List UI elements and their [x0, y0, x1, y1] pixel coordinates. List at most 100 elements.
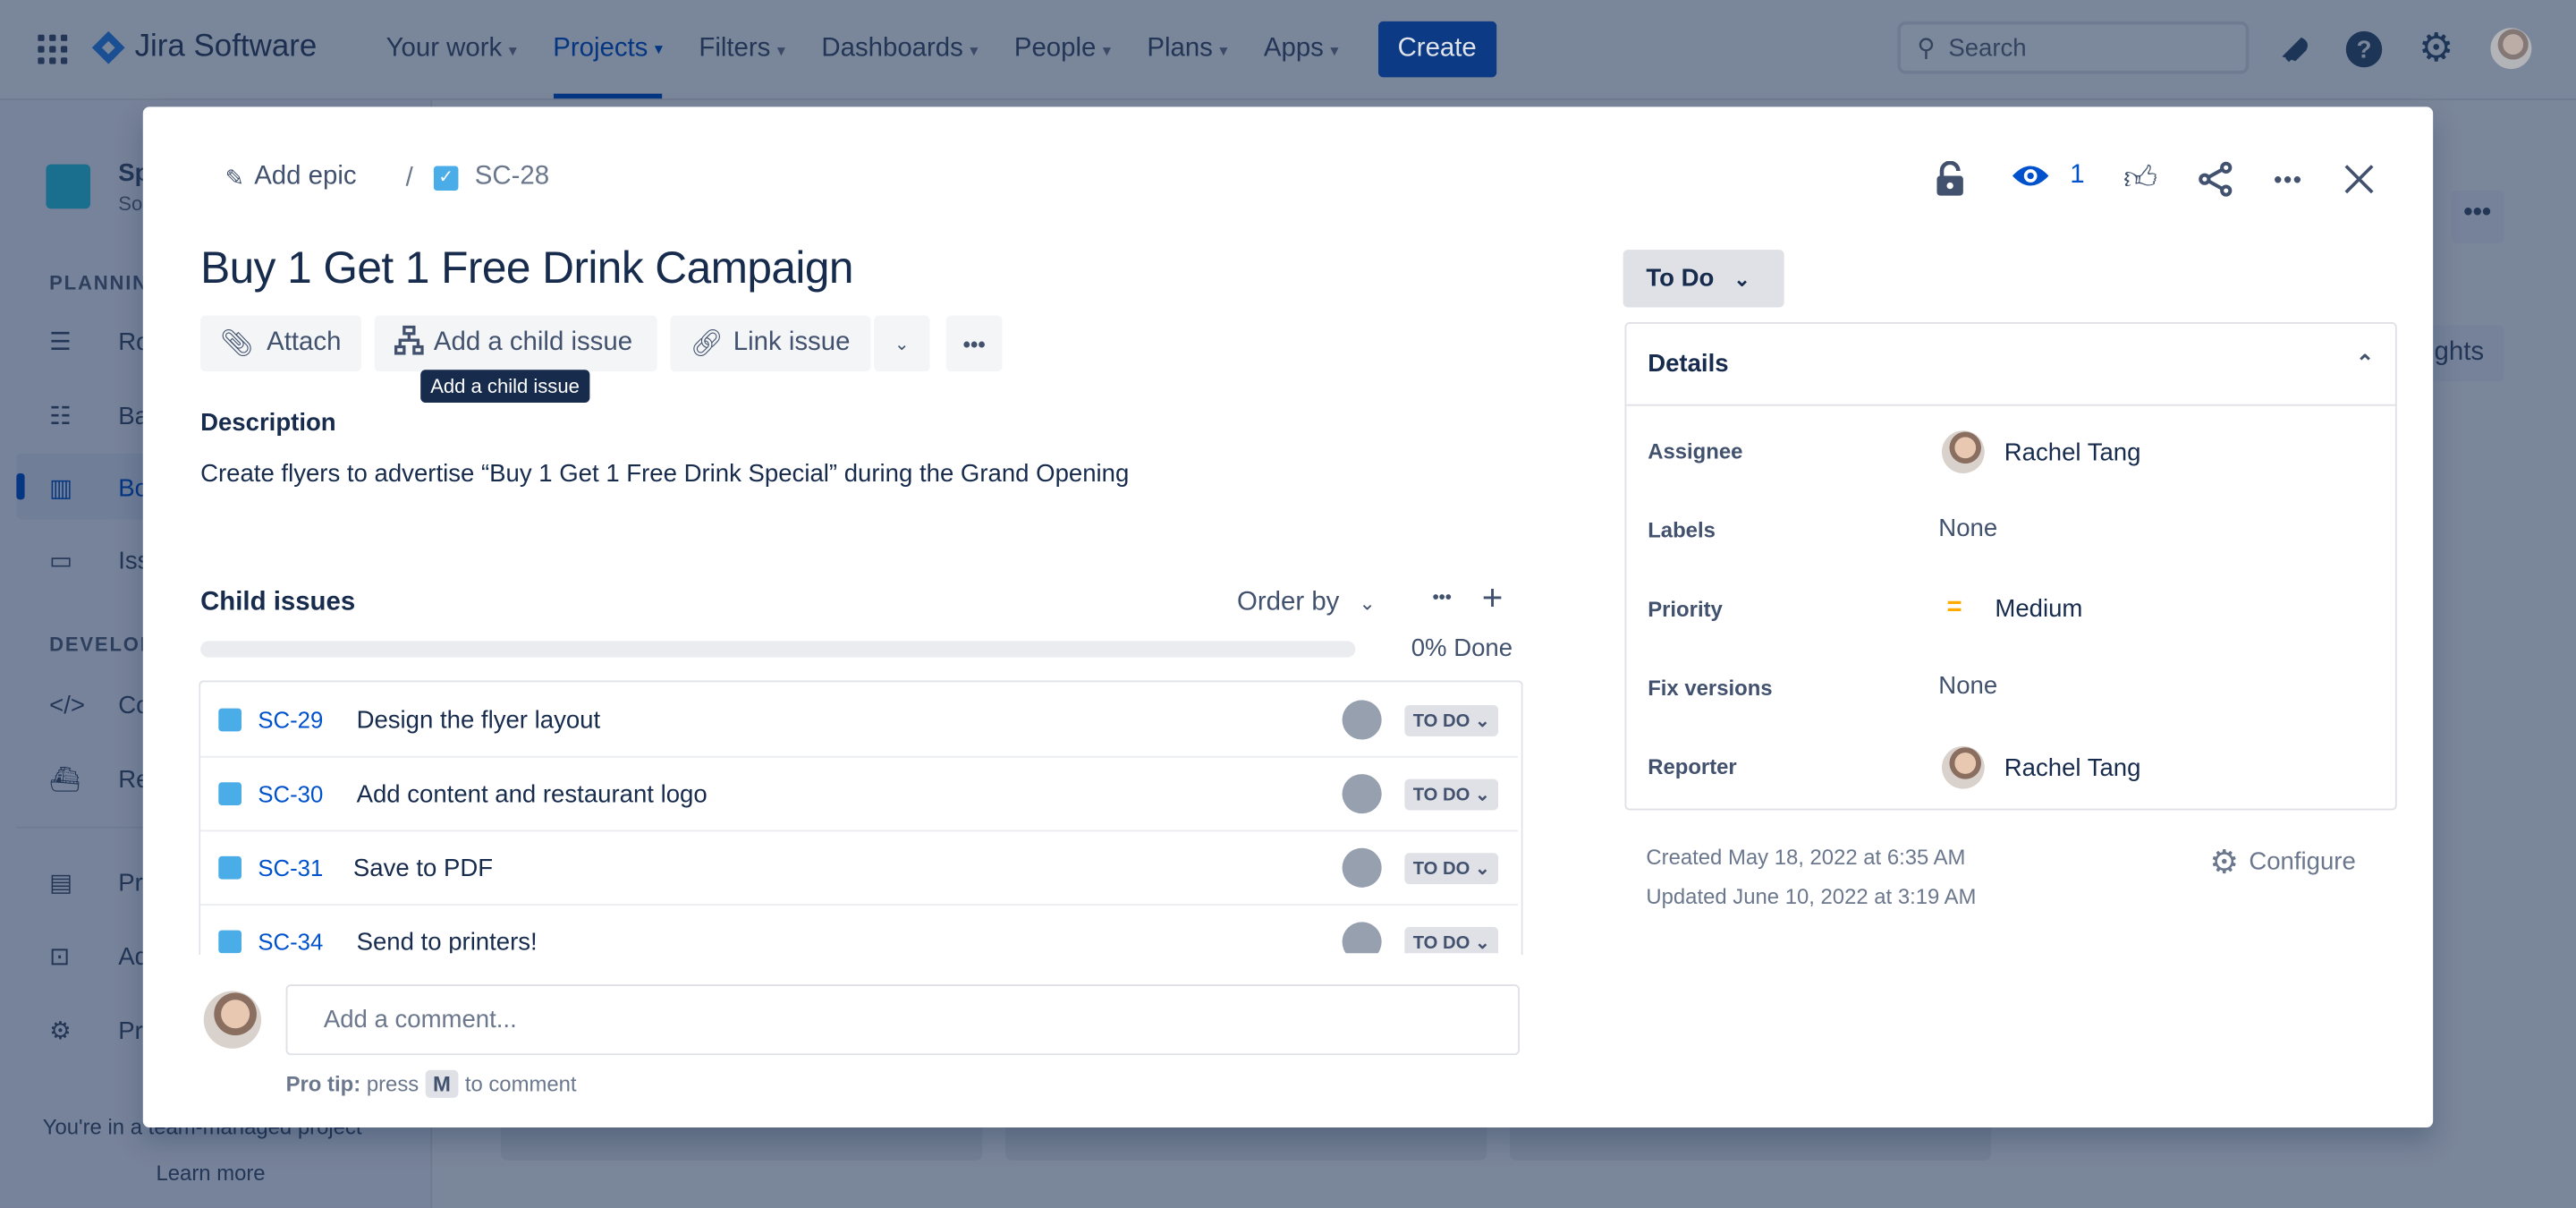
child-issue-key[interactable]: SC-29 [258, 706, 324, 734]
configure-button[interactable]: ⚙ Configure [2209, 841, 2355, 882]
settings-gear-icon[interactable]: ⚙ [2419, 25, 2454, 71]
reporter-field[interactable]: Rachel Tang [1941, 745, 2140, 789]
thumbs-up-icon[interactable]: 👍︎ [2123, 160, 2158, 198]
fix-versions-field[interactable]: None [1938, 672, 1998, 701]
user-avatar[interactable] [2490, 28, 2532, 70]
child-issue-row[interactable]: SC-34 Send to printers! TO DO ⌄ [200, 906, 1518, 954]
unassigned-avatar-icon[interactable] [1342, 774, 1382, 814]
created-date: Created May 18, 2022 at 6:35 AM [1646, 845, 1966, 870]
pro-tip: Pro tip: press M to comment [285, 1069, 577, 1098]
nav-filters[interactable]: Filters ▾ [699, 35, 785, 64]
status-dropdown[interactable]: TO DO ⌄ [1404, 778, 1499, 810]
subtask-icon [218, 782, 242, 805]
sidebar-item-board[interactable]: ▥ Bo [49, 473, 148, 503]
add-child-plus-icon[interactable]: + [1481, 576, 1504, 618]
sidebar-item-roadmap[interactable]: ☰ Ro [49, 328, 149, 357]
progress-text: 0% Done [1411, 634, 1513, 663]
child-issue-row[interactable]: SC-31 Save to PDF TO DO ⌄ [200, 831, 1519, 906]
sidebar-item-backlog[interactable]: ☷ Ba [49, 401, 148, 430]
description-text[interactable]: Create flyers to advertise “Buy 1 Get 1 … [200, 460, 1130, 489]
issue-title[interactable]: Buy 1 Get 1 Free Drink Campaign [200, 242, 853, 293]
pro-tip-press: press [366, 1071, 419, 1097]
nav-dashboards[interactable]: Dashboards ▾ [821, 35, 978, 64]
unassigned-avatar-icon[interactable] [1342, 700, 1382, 740]
board-more-button[interactable]: ••• [2451, 191, 2504, 243]
add-epic-label: Add epic [254, 162, 357, 191]
child-issue-key[interactable]: SC-34 [258, 928, 324, 954]
link-issue-dropdown[interactable]: ⌄ [874, 315, 930, 372]
more-actions-button[interactable]: ••• [945, 315, 1003, 372]
status-dropdown[interactable]: TO DO ⌄ [1404, 852, 1499, 884]
child-issue-row[interactable]: SC-30 Add content and restaurant logo TO… [200, 758, 1519, 832]
reporter-avatar [1941, 745, 1985, 789]
assignee-field[interactable]: Rachel Tang [1941, 430, 2140, 473]
nav-apps[interactable]: Apps ▾ [1264, 35, 1339, 64]
breadcrumb-issue[interactable]: ✓ SC-28 [433, 163, 549, 192]
chevron-down-icon: ⌄ [894, 334, 910, 354]
field-label: Assignee [1648, 438, 1743, 464]
attach-button[interactable]: 📎︎ Attach [200, 315, 362, 372]
more-actions-icon[interactable]: ••• [2274, 166, 2303, 192]
comment-placeholder: Add a comment... [323, 1006, 517, 1034]
nav-people[interactable]: People ▾ [1014, 35, 1111, 64]
status-button[interactable]: To Do ⌄ [1623, 250, 1784, 308]
nav-projects[interactable]: Projects ▾ [553, 0, 663, 99]
field-label: Reporter [1648, 754, 1737, 779]
search-input[interactable]: ⚲ Search [1897, 21, 2250, 74]
add-epic-button[interactable]: ✎ Add epic [225, 163, 357, 192]
attach-label: Attach [267, 328, 342, 357]
child-issues-list [199, 680, 1523, 956]
unassigned-avatar-icon[interactable] [1342, 922, 1382, 954]
share-icon[interactable] [2197, 159, 2236, 199]
comment-input[interactable]: Add a comment... [285, 984, 1520, 1056]
sidebar-item-project-settings[interactable]: ⚙ Pr [49, 1016, 143, 1045]
priority-field[interactable]: = Medium [1946, 593, 2082, 623]
field-value: Medium [1995, 593, 2083, 623]
backlog-icon: ☷ [49, 402, 72, 431]
sidebar-item-add-shortcut[interactable]: ⊡ Ad [49, 941, 148, 971]
status-label: To Do [1646, 264, 1715, 293]
order-by-dropdown[interactable]: Order by ⌄ [1237, 589, 1376, 618]
pro-tip-prefix: Pro tip: [285, 1071, 361, 1097]
child-issue-summary: Send to printers! [356, 927, 538, 954]
code-icon: </> [49, 692, 85, 720]
notifications-bell-icon[interactable] [2275, 30, 2315, 69]
primary-nav: Your work ▾ Projects ▾ Filters ▾ Dashboards… [386, 0, 1496, 99]
details-title: Details [1648, 349, 1729, 378]
add-child-issue-button[interactable]: Add a child issue [374, 315, 657, 372]
gear-icon: ⚙ [2209, 845, 2240, 881]
child-issue-key[interactable]: SC-30 [258, 780, 324, 807]
learn-more-link[interactable]: Learn more [156, 1160, 266, 1186]
help-icon[interactable]: ? [2345, 30, 2383, 68]
details-header[interactable]: Details ⌃ [1624, 322, 2397, 406]
lock-icon[interactable] [1930, 159, 1970, 199]
child-issue-row[interactable]: SC-29 Design the flyer layout TO DO ⌄ [200, 684, 1519, 758]
search-placeholder: Search [1948, 33, 2027, 62]
link-issue-button[interactable]: 🔗︎ Link issue [670, 315, 871, 372]
labels-field[interactable]: None [1938, 514, 1998, 543]
sidebar-item-pages[interactable]: ▤ Pr [49, 868, 143, 897]
sidebar-item-issues[interactable]: ▭ Iss [49, 546, 149, 575]
status-dropdown[interactable]: TO DO ⌄ [1404, 925, 1499, 954]
roadmap-icon: ☰ [49, 328, 72, 357]
watch-count: 1 [2070, 160, 2085, 190]
chevron-down-icon: ⌄ [1359, 591, 1376, 615]
sidebar-item-releases[interactable]: ⛴ Re [49, 764, 149, 794]
description-label: Description [200, 409, 336, 438]
issue-modal: ✎ Add epic / ✓ SC-28 1 👍︎ ••• Buy 1 Get 1 … [142, 106, 2434, 1127]
close-icon[interactable] [2339, 159, 2378, 199]
child-issues-more-icon[interactable]: ••• [1432, 588, 1452, 608]
jira-logo[interactable]: Jira Software [91, 30, 317, 65]
watch-button[interactable]: 1 [2011, 160, 2085, 191]
create-button[interactable]: Create [1377, 21, 1496, 78]
sidebar-item-code[interactable]: </> Co [49, 692, 149, 719]
nav-your-work[interactable]: Your work ▾ [386, 35, 517, 64]
app-switcher-icon[interactable] [36, 33, 69, 66]
unassigned-avatar-icon[interactable] [1342, 847, 1382, 888]
child-issue-summary: Design the flyer layout [356, 705, 601, 735]
status-dropdown[interactable]: TO DO ⌄ [1404, 704, 1499, 736]
nav-plans[interactable]: Plans ▾ [1147, 35, 1227, 64]
child-issue-key[interactable]: SC-31 [258, 855, 324, 881]
add-child-label: Add a child issue [433, 328, 633, 357]
priority-medium-icon: = [1946, 593, 1962, 622]
